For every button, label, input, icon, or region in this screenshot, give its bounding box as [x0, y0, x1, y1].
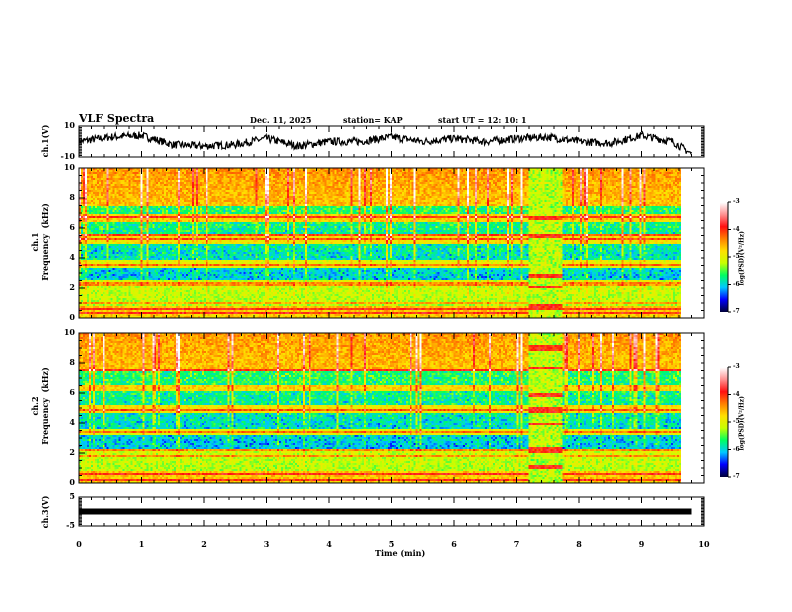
ch1-spectrogram-ytick-label: 10: [63, 162, 75, 172]
ch2-spectrogram-frame: [78, 332, 705, 484]
figure-title: VLF Spectra: [79, 112, 155, 125]
x-tick-label: 0: [76, 539, 82, 549]
x-tick-label: 4: [326, 539, 332, 549]
ch2-spectrogram-ytick-label: 8: [69, 357, 75, 367]
ch1-voltage-ylabel: ch.1(V): [40, 124, 50, 158]
ch1-waveform-ytick-label: 10: [63, 120, 75, 130]
ch2-colorbar: [720, 367, 728, 477]
ch1-frequency-ylabel: ch.1 Frequency (kHz): [30, 203, 50, 281]
colorbar-tick-label: -3: [733, 198, 740, 205]
colorbar-tick-label: -7: [733, 308, 740, 315]
x-tick-label: 6: [451, 539, 457, 549]
ch3-waveform-ytick-label: -5: [66, 520, 75, 530]
ch1-spectrogram-ytick-label: 8: [69, 192, 75, 202]
colorbar-tick-label: -4: [733, 225, 740, 233]
x-tick-label: 8: [576, 539, 582, 549]
x-tick-label: 7: [513, 539, 520, 549]
colorbar-tick-label: -5: [733, 253, 740, 260]
date-label: Dec. 11, 2025: [250, 115, 312, 125]
colorbar-tick-label: -4: [733, 390, 740, 398]
colorbar-tick-label: -3: [733, 363, 740, 370]
ch2-spectrogram-ytick-label: 4: [69, 417, 75, 427]
ch1-spectrogram-ytick-label: 2: [69, 282, 75, 292]
ch2-spectrogram-ytick-label: 10: [63, 327, 75, 337]
ch3-voltage-ylabel: ch.3(V): [40, 495, 50, 529]
ch1-spectrogram-image: [79, 168, 693, 318]
ch3-waveform-trace: [79, 508, 692, 515]
ch3-waveform-ytick-label: 5: [69, 491, 75, 501]
x-axis-label: Time (min): [375, 548, 426, 558]
ch2-spectrogram-ytick-label: 6: [69, 387, 75, 397]
station-label: station= KAP: [343, 115, 403, 125]
x-tick-label: 10: [698, 539, 710, 549]
ch1-colorbar: [720, 202, 728, 312]
ch2-spectrogram-ytick-label: 0: [69, 477, 75, 487]
colorbar-tick-label: -6: [733, 280, 740, 288]
x-tick-label: 3: [263, 539, 270, 549]
x-tick-label: 2: [201, 539, 207, 549]
ch2-spectrogram-image: [79, 333, 693, 483]
ch1-waveform-ytick-label: -10: [60, 151, 75, 161]
ch1-spectrogram-ytick-label: 6: [69, 222, 75, 232]
colorbar-tick-label: -5: [733, 418, 740, 425]
x-tick-label: 1: [138, 539, 145, 549]
ch1-spectrogram-ytick-label: 0: [69, 312, 75, 322]
colorbar-tick-label: -6: [733, 445, 740, 453]
x-tick-label: 9: [638, 539, 645, 549]
ch2-frequency-ylabel: ch.2 Frequency (kHz): [30, 367, 50, 445]
ch1-waveform-trace: [78, 130, 693, 155]
x-tick-label: 5: [388, 539, 395, 549]
colorbar-tick-label: -7: [733, 473, 740, 480]
ch1-spectrogram-frame: [78, 167, 705, 319]
ch2-spectrogram-ytick-label: 2: [69, 447, 75, 457]
ch1-spectrogram-ytick-label: 4: [69, 252, 75, 262]
start-time-label: start UT = 12: 10: 1: [438, 115, 527, 125]
